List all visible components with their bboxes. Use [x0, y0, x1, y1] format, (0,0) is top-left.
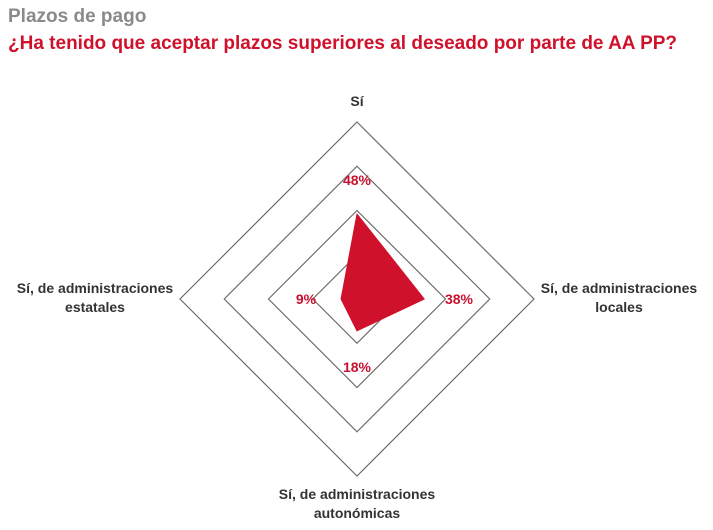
value-labels: 48% 38% 18% 9%	[296, 172, 474, 375]
value-label-1: 38%	[445, 291, 474, 307]
chart-subtitle: ¿Ha tenido que aceptar plazos superiores…	[8, 33, 678, 54]
axis-label-3: Sí, de administraciones estatales	[17, 280, 174, 315]
axis-label-1-line-1: locales	[595, 299, 643, 315]
axis-label-3-line-1: estatales	[65, 299, 125, 315]
radar-grid	[179, 121, 535, 477]
axis-label-2-line-0: Sí, de administraciones	[279, 486, 436, 502]
series-area	[340, 213, 425, 332]
value-label-0: 48%	[343, 172, 372, 188]
value-label-3: 9%	[296, 291, 317, 307]
value-label-2: 18%	[343, 359, 372, 375]
axis-label-2-line-1: autonómicas	[314, 505, 401, 521]
axis-label-3-line-0: Sí, de administraciones	[17, 280, 174, 296]
axis-label-0-line-0: Sí	[350, 93, 364, 109]
chart-title: Plazos de pago	[8, 6, 147, 27]
grid-ring-3	[223, 165, 491, 433]
axis-label-0: Sí	[350, 93, 364, 109]
axis-label-1-line-0: Sí, de administraciones	[541, 280, 698, 296]
grid-ring-4	[179, 121, 535, 477]
grid-ring-2	[267, 209, 447, 389]
axis-label-2: Sí, de administraciones autonómicas	[279, 486, 436, 521]
axis-label-1: Sí, de administraciones locales	[541, 280, 698, 315]
radar-series	[340, 213, 425, 332]
